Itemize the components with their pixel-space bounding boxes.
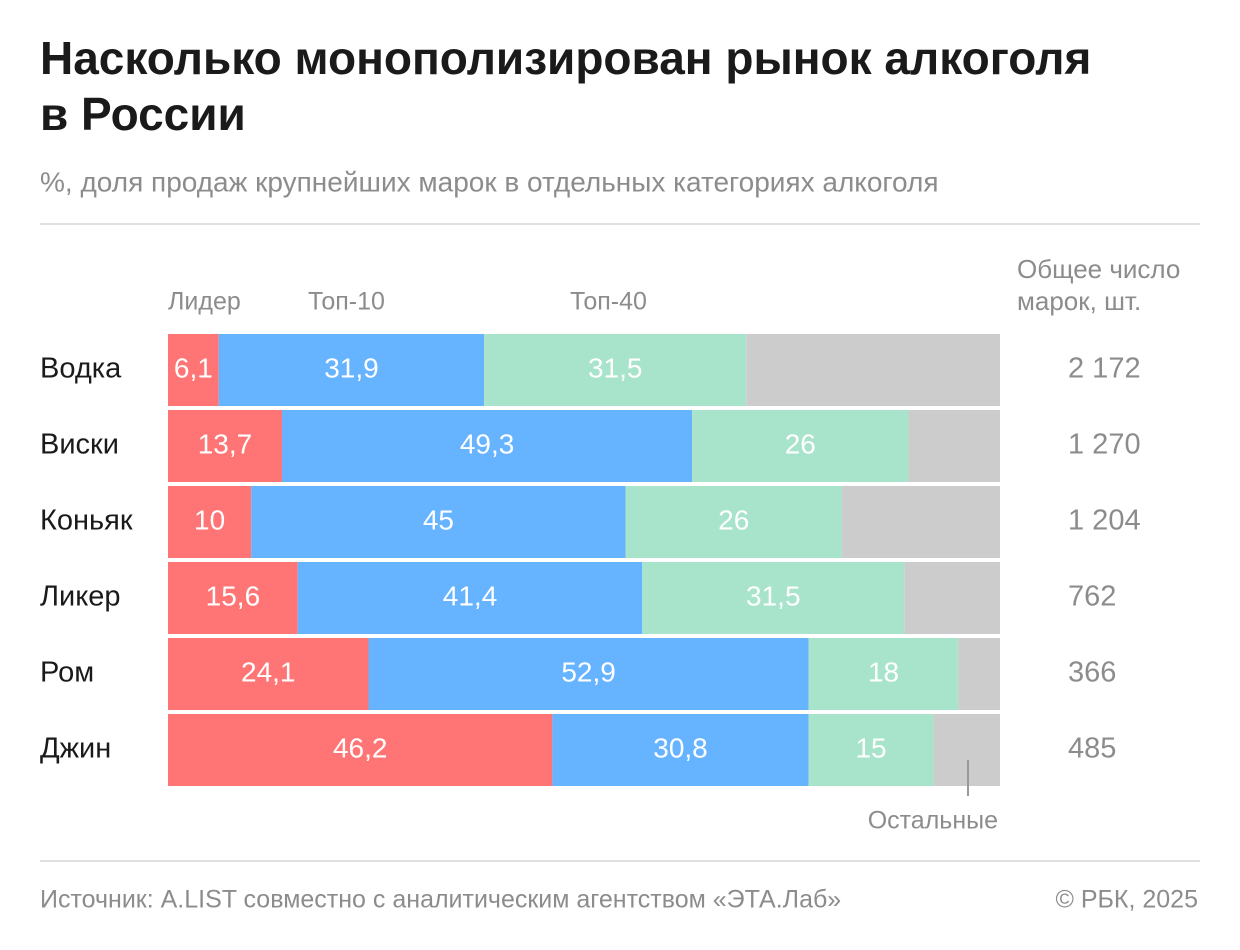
value-label: 6,1 xyxy=(174,352,213,383)
bar-segment xyxy=(168,638,369,710)
brand-count: 1 204 xyxy=(1068,505,1141,537)
brand-count: 366 xyxy=(1068,657,1116,689)
copyright: © РБК, 2025 xyxy=(1055,886,1198,914)
value-label: 13,7 xyxy=(198,428,253,459)
bar-segment xyxy=(958,638,1000,710)
brand-count: 485 xyxy=(1068,733,1116,765)
bar-segment xyxy=(168,562,298,634)
bar-segment xyxy=(368,638,809,710)
value-label: 18 xyxy=(868,656,899,687)
bar-segment xyxy=(218,334,485,406)
bar-segment xyxy=(808,638,959,710)
bar-segment xyxy=(281,410,693,482)
category-label: Водка xyxy=(40,353,122,385)
brand-count: 1 270 xyxy=(1068,429,1141,461)
value-label: 31,5 xyxy=(588,352,643,383)
bar-segment xyxy=(552,714,809,786)
counts-header: Общее число xyxy=(1017,254,1180,284)
bar-segment xyxy=(168,714,553,786)
value-label: 45 xyxy=(423,504,454,535)
value-label: 26 xyxy=(718,504,749,535)
source: Источник: A.LIST совместно с аналитическ… xyxy=(40,886,841,914)
bar-segment xyxy=(841,486,1000,558)
bar-segment xyxy=(642,562,905,634)
category-label: Ликер xyxy=(40,581,121,613)
bar-segment xyxy=(933,714,1000,786)
category-label: Ром xyxy=(40,657,94,689)
bar-segment xyxy=(908,410,1000,482)
bar-segment xyxy=(746,334,1000,406)
bar-segment xyxy=(625,486,842,558)
category-label: Коньяк xyxy=(40,505,133,537)
bar-segment xyxy=(808,714,934,786)
legend-label: Остальные xyxy=(868,807,998,835)
legend-label: Лидер xyxy=(168,288,241,316)
value-label: 46,2 xyxy=(333,732,388,763)
bar-segment xyxy=(297,562,643,634)
bar-segment xyxy=(904,562,1000,634)
category-label: Джин xyxy=(40,733,111,765)
value-label: 10 xyxy=(194,504,225,535)
bar-segment xyxy=(168,410,282,482)
subtitle: %, доля продаж крупнейших марок в отдель… xyxy=(40,166,938,197)
value-label: 15 xyxy=(855,732,886,763)
legend-label: Топ-40 xyxy=(570,288,647,316)
counts-header: марок, шт. xyxy=(1017,286,1141,316)
chart-title: Насколько монополизирован рынок алкоголя… xyxy=(40,32,1091,140)
brand-count: 2 172 xyxy=(1068,353,1141,385)
category-label: Виски xyxy=(40,429,119,461)
bar-segment xyxy=(168,486,252,558)
value-label: 15,6 xyxy=(206,580,261,611)
value-label: 49,3 xyxy=(460,428,515,459)
legend-label: Топ-10 xyxy=(308,288,385,316)
value-label: 52,9 xyxy=(561,656,616,687)
value-label: 30,8 xyxy=(653,732,708,763)
bar-segment xyxy=(168,334,219,406)
value-label: 31,9 xyxy=(324,352,379,383)
value-label: 31,5 xyxy=(746,580,801,611)
bar-segment xyxy=(484,334,747,406)
value-label: 26 xyxy=(785,428,816,459)
bar-segment xyxy=(251,486,626,558)
value-label: 41,4 xyxy=(443,580,498,611)
brand-count: 762 xyxy=(1068,581,1116,613)
value-label: 24,1 xyxy=(241,656,296,687)
bar-segment xyxy=(692,410,909,482)
